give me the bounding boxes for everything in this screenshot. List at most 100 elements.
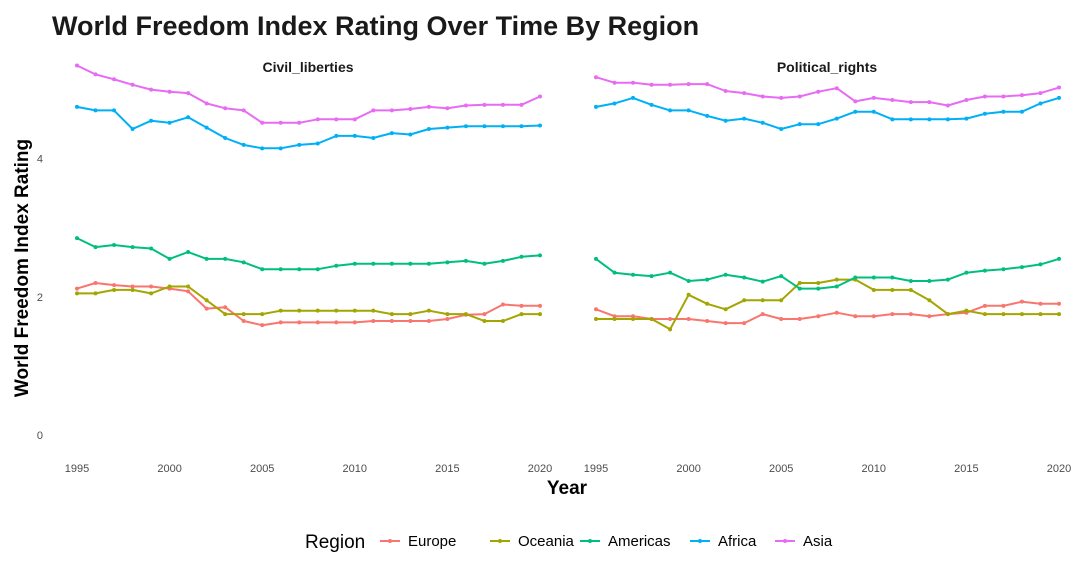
- data-point-europe: [927, 314, 932, 319]
- legend-title: Region: [305, 532, 365, 553]
- y-tick-label: 0: [37, 430, 43, 442]
- data-point-africa: [668, 108, 673, 113]
- data-point-americas: [297, 267, 302, 272]
- data-point-oceania: [1057, 312, 1061, 317]
- data-point-oceania: [334, 308, 339, 313]
- data-point-africa: [204, 125, 209, 130]
- data-point-africa: [260, 146, 265, 151]
- data-point-africa: [982, 111, 987, 116]
- data-point-africa: [853, 109, 858, 114]
- data-point-europe: [612, 314, 617, 319]
- data-point-europe: [538, 303, 542, 308]
- data-point-americas: [408, 261, 413, 266]
- data-point-europe: [834, 310, 839, 315]
- x-tick-label: 1995: [65, 463, 89, 475]
- data-point-americas: [1001, 267, 1006, 272]
- data-point-asia: [334, 117, 339, 122]
- x-tick-label: 2020: [528, 463, 552, 475]
- data-point-oceania: [241, 312, 246, 317]
- data-point-africa: [816, 122, 821, 127]
- data-point-africa: [426, 127, 431, 132]
- data-point-oceania: [723, 307, 728, 312]
- data-point-africa: [315, 141, 320, 146]
- data-point-americas: [853, 275, 858, 280]
- legend-item-africa: Africa: [690, 533, 757, 550]
- data-point-oceania: [760, 298, 765, 303]
- data-point-africa: [149, 118, 154, 123]
- data-point-europe: [500, 302, 505, 307]
- data-point-oceania: [686, 292, 691, 297]
- legend: Region Europe Oceania Americas Africa Asia: [305, 532, 833, 553]
- data-point-oceania: [816, 281, 821, 286]
- data-point-americas: [612, 270, 617, 275]
- data-point-oceania: [834, 277, 839, 282]
- data-point-oceania: [908, 287, 913, 292]
- data-point-americas: [112, 243, 117, 248]
- data-point-asia: [389, 108, 394, 113]
- data-point-asia: [149, 87, 154, 92]
- data-point-oceania: [797, 281, 802, 286]
- data-point-americas: [352, 261, 357, 266]
- data-point-asia: [371, 108, 376, 113]
- series-line-asia: [76, 64, 541, 124]
- data-point-americas: [186, 249, 191, 254]
- data-point-americas: [93, 245, 98, 250]
- y-tick-label: 2: [37, 292, 43, 304]
- panel-civil-liberties: [75, 63, 542, 328]
- series-line-europe: [76, 282, 540, 327]
- data-point-asia: [612, 80, 617, 85]
- data-point-europe: [594, 307, 598, 312]
- data-point-oceania: [408, 312, 413, 317]
- data-point-europe: [241, 319, 246, 324]
- data-point-americas: [760, 279, 765, 284]
- data-point-asia: [945, 103, 950, 108]
- data-point-asia: [278, 120, 283, 125]
- data-point-europe: [93, 281, 98, 286]
- data-point-asia: [723, 89, 728, 94]
- data-point-oceania: [112, 287, 117, 292]
- data-point-asia: [871, 95, 876, 100]
- data-point-europe: [705, 319, 710, 324]
- data-point-oceania: [890, 287, 895, 292]
- data-point-asia: [742, 91, 747, 96]
- data-point-oceania: [538, 312, 542, 317]
- data-point-asia: [223, 106, 228, 111]
- data-point-africa: [871, 109, 876, 114]
- data-point-europe: [797, 316, 802, 321]
- data-point-europe: [742, 321, 747, 326]
- series-line-americas: [595, 257, 1060, 290]
- x-tick-label: 2000: [157, 463, 181, 475]
- data-point-americas: [315, 267, 320, 272]
- data-point-africa: [834, 116, 839, 121]
- data-point-asia: [93, 72, 98, 77]
- data-point-asia: [167, 89, 172, 94]
- data-point-asia: [1019, 93, 1024, 98]
- data-point-europe: [1057, 301, 1061, 306]
- data-point-europe: [112, 283, 117, 288]
- data-point-oceania: [742, 298, 747, 303]
- data-point-oceania: [204, 298, 209, 303]
- data-point-americas: [75, 236, 79, 241]
- data-point-oceania: [426, 308, 431, 313]
- data-point-europe: [853, 314, 858, 319]
- data-point-europe: [315, 320, 320, 325]
- data-point-europe: [260, 323, 265, 328]
- x-axis-title: Year: [547, 478, 588, 499]
- x-axis-ticks-political-rights: 1995 2000 2005 2010 2015 2020: [584, 463, 1071, 475]
- data-point-americas: [167, 256, 172, 261]
- data-point-americas: [834, 284, 839, 289]
- data-point-americas: [686, 278, 691, 283]
- data-point-asia: [649, 82, 654, 87]
- data-point-europe: [816, 314, 821, 319]
- y-axis-ticks: 0 2 4: [37, 154, 43, 442]
- data-point-africa: [631, 95, 636, 100]
- data-point-asia: [445, 106, 450, 111]
- data-point-americas: [278, 267, 283, 272]
- series-line-europe: [595, 300, 1059, 325]
- x-tick-label: 2015: [435, 463, 459, 475]
- data-point-asia: [519, 102, 524, 107]
- data-point-asia: [204, 101, 209, 106]
- data-point-oceania: [186, 284, 191, 289]
- data-point-asia: [760, 94, 765, 99]
